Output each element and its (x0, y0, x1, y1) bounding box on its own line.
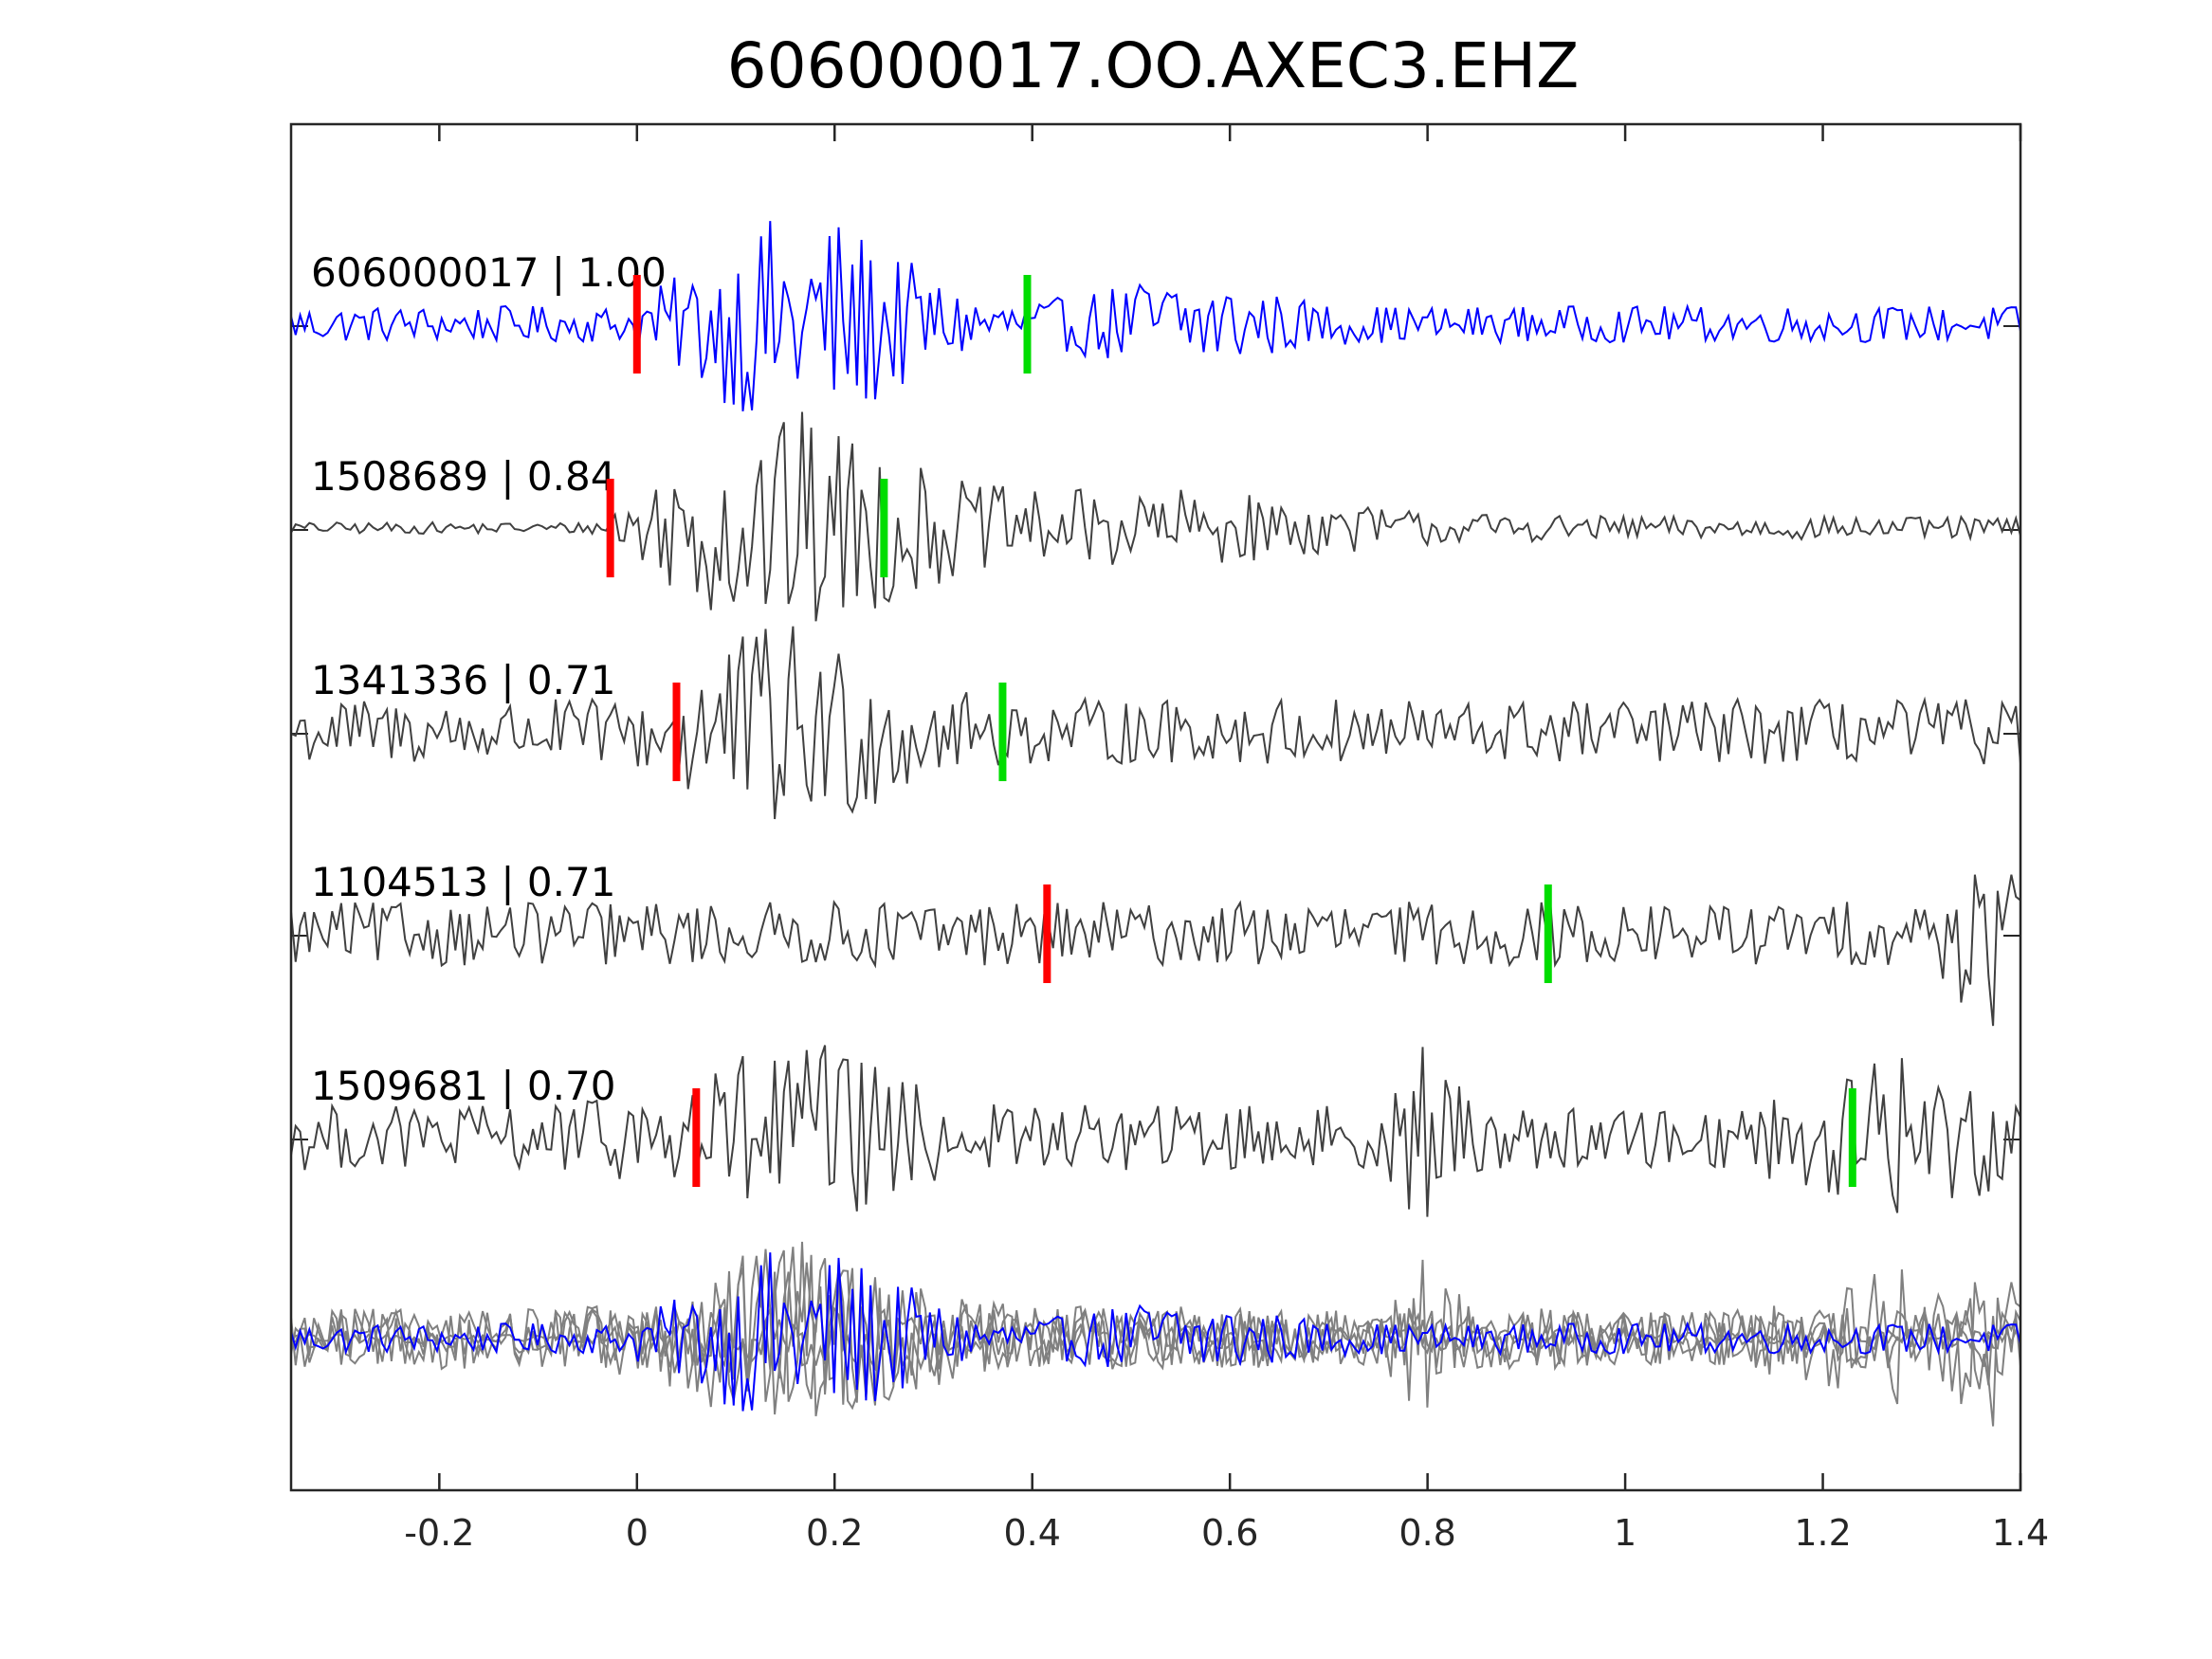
x-tick-label: 0.8 (1398, 1512, 1455, 1554)
waveform-trace-4 (290, 874, 2021, 1027)
x-tick-label: 0.6 (1201, 1512, 1258, 1554)
x-tick-label: 0.2 (806, 1512, 863, 1554)
stack-overlay-template-trace (290, 1252, 2021, 1412)
stack-overlay-trace-2 (290, 1241, 2021, 1417)
trace-label-3: 1341336 | 0.71 (311, 657, 615, 703)
waveform-trace-5 (290, 1045, 2021, 1217)
x-tick-label: 1 (1614, 1512, 1636, 1554)
waveform-trace-1 (290, 221, 2021, 411)
waveform-trace-2 (290, 411, 2021, 622)
stack-overlay-trace-3 (290, 1247, 2021, 1415)
chart-title: 606000017.OO.AXEC3.EHZ (727, 29, 1580, 102)
x-tick-label: 1.2 (1794, 1512, 1851, 1554)
waveform-trace-3 (290, 626, 2021, 820)
x-tick-label: 1.4 (1992, 1512, 2049, 1554)
plot-area: 606000017 | 1.00 1508689 | 0.84 1341336 | … (290, 221, 2021, 1427)
axes-box (289, 122, 2022, 1492)
x-axis: -0.2 0 0.2 0.4 0.6 0.8 1 1.2 1.4 (404, 124, 2049, 1554)
trace-label-4: 1104513 | 0.71 (311, 859, 615, 905)
x-tick-label: -0.2 (404, 1512, 474, 1554)
x-tick-label: 0.4 (1003, 1512, 1060, 1554)
trace-label-5: 1509681 | 0.70 (311, 1063, 615, 1109)
trace-label-1: 606000017 | 1.00 (311, 249, 667, 296)
stack-overlay-trace-5 (290, 1257, 2021, 1408)
trace-label-2: 1508689 | 0.84 (311, 453, 615, 500)
x-tick-label: 0 (626, 1512, 649, 1554)
